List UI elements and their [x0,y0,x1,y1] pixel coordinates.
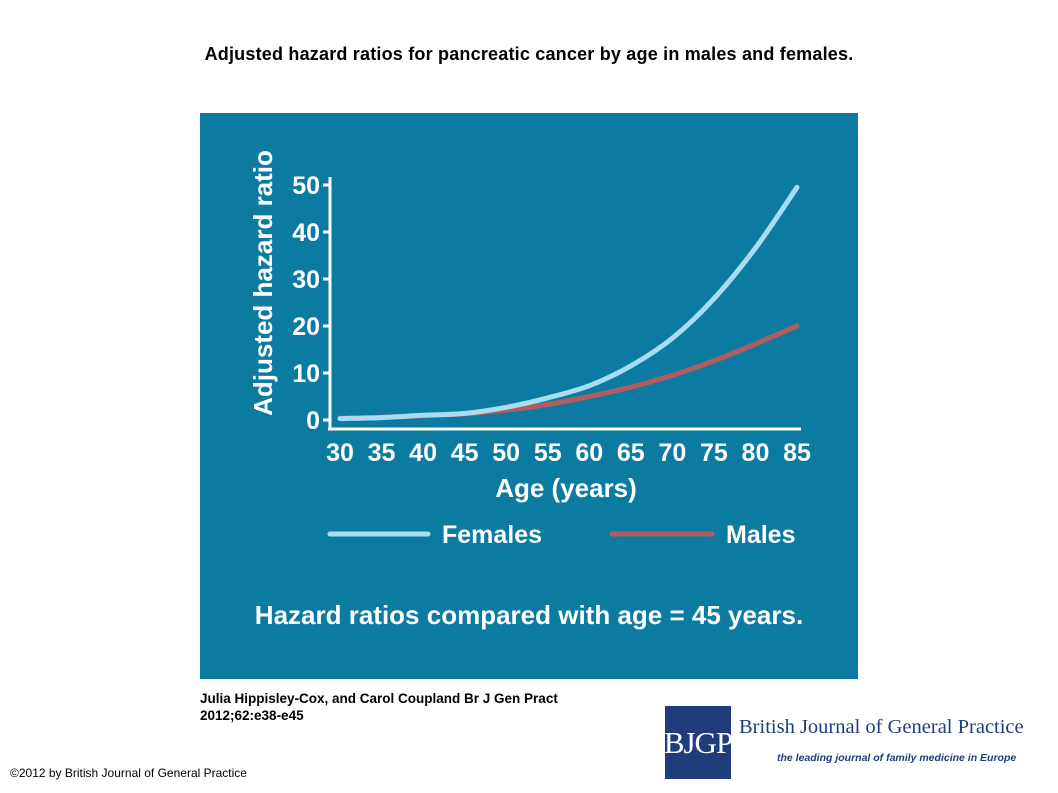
x-tick-label: 35 [368,439,396,467]
x-tick-label: 80 [742,439,770,467]
x-axis-label: Age (years) [495,473,637,503]
x-tick-label: 70 [658,439,686,467]
y-axis-label: Adjusted hazard ratio [248,150,278,416]
citation-reference: 2012;62:e38-e45 [200,708,304,723]
journal-tagline: the leading journal of family medicine i… [777,752,1017,764]
x-tick-label: 65 [617,439,645,467]
chart-annotation: Hazard ratios compared with age = 45 yea… [255,600,803,630]
y-tick-label: 10 [292,360,320,388]
y-tick-label: 30 [292,266,320,294]
hazard-ratio-chart: 0 10 20 30 40 50 30 35 40 45 50 55 60 65 70 75 80 85 Adju… [200,113,858,679]
bjgp-logo: BJGP [663,706,733,779]
legend-label-females: Females [442,521,542,549]
y-tick-label: 40 [292,219,320,247]
x-tick-label: 30 [326,439,354,467]
y-tick-label: 50 [292,172,320,200]
x-tick-label: 60 [575,439,603,467]
y-tick-label: 0 [306,407,320,435]
legend-label-males: Males [726,521,795,549]
citation-authors: Julia Hippisley-Cox, and Carol Coupland … [200,691,558,706]
citation: Julia Hippisley-Cox, and Carol Coupland … [200,690,640,724]
x-tick-label: 55 [534,439,562,467]
series-line-females [337,184,800,422]
tick-labels: 0 10 20 30 40 50 30 35 40 45 50 55 60 65 70 75 80 85 [292,172,811,467]
x-tick-label: 85 [783,439,811,467]
journal-name: British Journal of General Practice [739,716,1024,738]
legend: Females Males [327,521,795,549]
y-tick-label: 20 [292,313,320,341]
page-title: Adjusted hazard ratios for pancreatic ca… [204,44,854,64]
bjgp-logo-text: BJGP [663,724,733,760]
chart-background [200,113,858,679]
x-tick-label: 75 [700,439,728,467]
x-tick-label: 40 [409,439,437,467]
series-lines [337,184,800,422]
copyright-notice: ©2012 by British Journal of General Prac… [10,766,247,780]
chart-panel: 0 10 20 30 40 50 30 35 40 45 50 55 60 65 70 75 80 85 Adju… [200,113,858,679]
x-tick-label: 50 [492,439,520,467]
x-tick-label: 45 [451,439,479,467]
axes [328,177,801,431]
